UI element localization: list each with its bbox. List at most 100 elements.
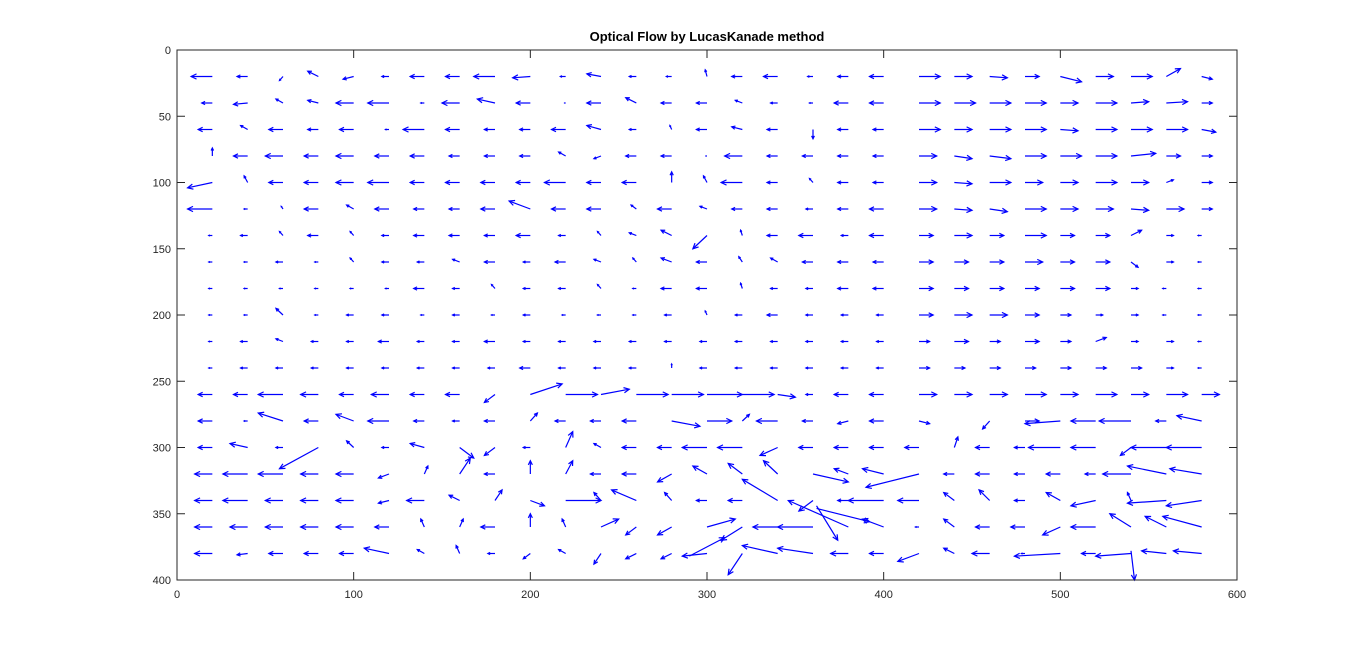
flow-arrow xyxy=(691,235,708,250)
flow-arrow-head xyxy=(518,153,524,159)
flow-arrow-shaft xyxy=(989,155,1011,160)
flow-arrow-head xyxy=(239,339,244,344)
flow-arrow-head xyxy=(839,339,844,344)
flow-arrow-shaft xyxy=(689,537,725,557)
flow-arrow xyxy=(193,550,213,557)
flow-arrow-head xyxy=(755,417,763,425)
flow-arrow-head xyxy=(656,529,664,536)
flow-arrow-head xyxy=(627,339,632,344)
flow-arrow-head xyxy=(624,555,630,560)
flow-arrow xyxy=(242,287,248,290)
flow-arrow xyxy=(1168,466,1202,475)
flow-arrow xyxy=(483,394,496,404)
flow-arrow xyxy=(507,199,531,210)
flow-arrow-head xyxy=(695,127,701,132)
flow-arrow-head xyxy=(278,78,282,82)
flow-arrow xyxy=(1025,312,1041,318)
y-tick-label: 200 xyxy=(153,310,171,322)
flow-arrow-head xyxy=(610,489,618,495)
flow-arrow-head xyxy=(1161,313,1165,317)
flow-arrow-head xyxy=(1069,232,1076,239)
flow-arrow-head xyxy=(366,99,374,107)
flow-arrow-shaft xyxy=(1120,447,1132,456)
flow-arrow xyxy=(1041,526,1061,536)
flow-arrow-shaft xyxy=(565,431,574,448)
flow-arrow xyxy=(974,471,990,477)
flow-arrow xyxy=(989,365,1002,371)
flow-arrow xyxy=(1095,232,1112,239)
flow-arrow xyxy=(942,491,955,501)
flow-arrow xyxy=(1130,261,1140,269)
flow-arrow-head xyxy=(846,497,854,504)
flow-arrow xyxy=(521,260,531,264)
flow-arrow-head xyxy=(497,488,503,495)
flow-arrow xyxy=(1130,150,1158,158)
flow-arrow xyxy=(740,543,778,555)
flow-arrow xyxy=(1013,471,1025,477)
flow-arrow-head xyxy=(521,339,526,344)
flow-arrow xyxy=(366,417,389,425)
flow-arrow xyxy=(334,497,354,504)
flow-arrow-head xyxy=(931,391,939,398)
flow-arrow-head xyxy=(963,259,970,265)
flow-arrow-head xyxy=(730,206,736,212)
flow-arrow-shaft xyxy=(837,420,849,425)
flow-arrow-head xyxy=(726,417,734,425)
flow-arrow-head xyxy=(242,260,246,264)
flow-arrow-head xyxy=(730,125,736,130)
flow-arrow-shaft xyxy=(522,553,531,560)
flow-arrow-head xyxy=(931,179,939,186)
flow-arrow-head xyxy=(585,179,592,186)
flow-arrow xyxy=(1020,552,1025,555)
flow-arrow-head xyxy=(806,75,810,78)
flow-arrow xyxy=(919,205,939,213)
flow-arrow xyxy=(1025,338,1041,345)
flow-arrow-head xyxy=(207,313,211,317)
flow-arrow xyxy=(733,99,743,104)
flow-arrow-head xyxy=(560,313,564,317)
flow-arrow xyxy=(196,391,213,398)
flow-arrow-shaft xyxy=(798,500,814,512)
flow-arrow-head xyxy=(868,444,875,451)
flow-arrow-head xyxy=(483,418,489,424)
flow-arrow-head xyxy=(334,413,343,420)
flow-arrow-head xyxy=(1072,179,1080,186)
flow-arrow xyxy=(871,153,884,159)
flow-arrow-head xyxy=(193,470,201,478)
flow-arrow xyxy=(875,339,884,344)
flow-arrow-head xyxy=(739,228,743,233)
flow-arrow-head xyxy=(1137,365,1143,371)
y-tick-label: 350 xyxy=(153,509,171,521)
flow-arrow-head xyxy=(931,152,939,160)
flow-arrow xyxy=(942,547,955,555)
flow-arrow-head xyxy=(1005,99,1013,107)
flow-arrow-head xyxy=(1037,179,1045,186)
flow-arrow xyxy=(1060,179,1080,186)
flow-arrow xyxy=(629,204,637,210)
flow-arrow xyxy=(1172,548,1202,555)
flow-arrow-head xyxy=(380,74,385,79)
flow-arrow xyxy=(334,470,354,478)
flow-arrow-head xyxy=(966,232,974,239)
flow-arrow xyxy=(373,153,389,159)
flow-arrow xyxy=(808,177,814,183)
flow-arrow-head xyxy=(765,312,771,318)
flow-arrow xyxy=(1166,339,1175,344)
flow-arrow-head xyxy=(680,552,689,559)
flow-arrow-head xyxy=(483,398,490,404)
flow-arrow xyxy=(769,101,778,105)
flow-arrow-head xyxy=(934,73,942,80)
flow-arrow-head xyxy=(716,444,724,451)
flow-arrow xyxy=(627,127,637,132)
flow-arrow xyxy=(914,525,919,529)
flow-arrow xyxy=(527,512,533,527)
flow-arrow-head xyxy=(1005,179,1013,186)
flow-arrow-shaft xyxy=(1166,68,1181,78)
y-tick-label: 300 xyxy=(153,443,171,455)
flow-arrow xyxy=(369,391,389,398)
flow-arrow xyxy=(1166,67,1182,78)
flow-arrow xyxy=(377,339,389,344)
flow-arrow xyxy=(1201,75,1214,81)
flow-arrow xyxy=(232,153,248,159)
